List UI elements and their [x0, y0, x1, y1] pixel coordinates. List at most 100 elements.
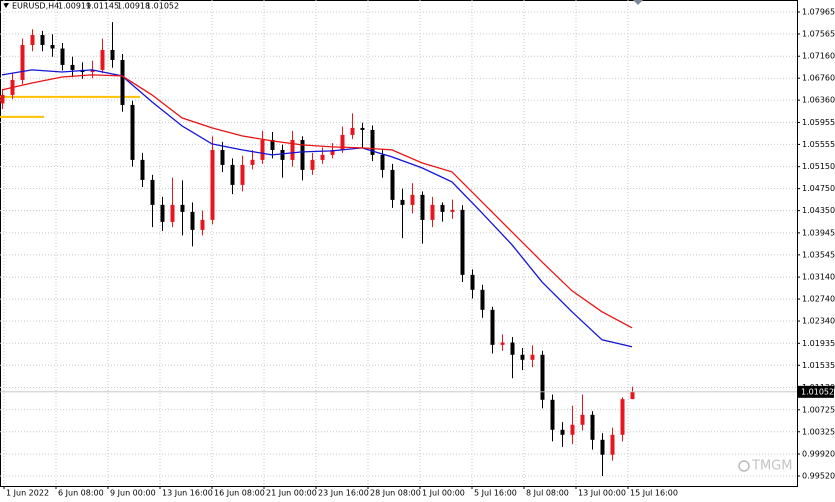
candle-body — [440, 204, 445, 212]
candle-body — [220, 149, 225, 165]
candle-body — [70, 64, 75, 70]
candle-body — [560, 429, 565, 435]
moving-average — [1, 69, 633, 348]
watermark-text: TMGM — [751, 459, 792, 474]
candle-body — [630, 391, 635, 400]
y-tick-label: 1.07160 — [802, 52, 835, 61]
x-tick-label: 23 Jun 16:00 — [318, 489, 369, 498]
candle-body — [190, 211, 195, 230]
candle-body — [320, 154, 325, 160]
candle-body — [600, 439, 605, 455]
candle-body — [590, 414, 595, 440]
candle-body — [250, 159, 255, 165]
candle-body — [170, 204, 175, 222]
candle-body — [580, 414, 585, 425]
x-tick-label: 1 Jun 2022 — [6, 489, 49, 498]
candle-body — [260, 139, 265, 160]
candle-body — [180, 204, 185, 212]
header-open: 1.00919 — [58, 2, 91, 11]
candle-body — [360, 127, 365, 130]
y-tick-label: 0.99920 — [802, 450, 835, 459]
candle-body — [120, 59, 125, 105]
chart-title: EURUSD,H4 — [12, 2, 59, 11]
candle-body — [20, 45, 25, 80]
y-tick-label: 1.04350 — [802, 206, 835, 215]
candle-body — [490, 309, 495, 345]
y-tick-label: 1.03140 — [802, 273, 835, 282]
candle-body — [530, 354, 535, 360]
y-tick-label: 1.06760 — [802, 74, 835, 83]
candle-body — [570, 424, 575, 435]
x-tick-label: 6 Jun 08:00 — [58, 489, 104, 498]
x-tick-label: 21 Jun 00:00 — [266, 489, 317, 498]
y-tick-label: 1.04750 — [802, 184, 835, 193]
candle-body — [240, 164, 245, 185]
price-box — [798, 385, 834, 398]
candle-body — [130, 104, 135, 160]
y-tick-label: 1.02340 — [802, 317, 835, 326]
watermark: TMGM — [738, 459, 792, 474]
candle-body — [50, 45, 55, 49]
y-tick-label: 1.05555 — [802, 140, 835, 149]
candle-body — [480, 289, 485, 310]
y-tick-label: 1.01935 — [802, 339, 835, 348]
candle-body — [340, 134, 345, 150]
candle-body — [200, 219, 205, 230]
symbol-icon — [3, 3, 9, 8]
candle-body — [380, 154, 385, 170]
candle-body — [0, 94, 5, 104]
candle-body — [390, 169, 395, 200]
candle-body — [140, 159, 145, 180]
candle-body — [610, 434, 615, 455]
x-tick-label: 8 Jul 08:00 — [526, 489, 569, 498]
y-tick-label: 1.07965 — [802, 7, 835, 16]
candle-body — [110, 50, 115, 60]
moving-average — [1, 74, 633, 329]
candle-body — [210, 149, 215, 220]
candle-body — [410, 194, 415, 205]
candle-body — [290, 139, 295, 160]
x-tick-label: 16 Jun 08:00 — [214, 489, 265, 498]
y-tick-label: 1.01535 — [802, 361, 835, 370]
x-tick-label: 28 Jun 08:00 — [370, 489, 421, 498]
x-tick-label: 5 Jul 16:00 — [474, 489, 517, 498]
candle-body — [350, 127, 355, 135]
watermark-icon — [738, 460, 750, 472]
candle-body — [460, 209, 465, 275]
header-high: 1.01145 — [86, 2, 119, 11]
y-tick-label: 1.00325 — [802, 427, 835, 436]
candle-body — [430, 204, 435, 220]
y-tick-label: 1.02740 — [802, 295, 835, 304]
candle-body — [470, 274, 475, 290]
plot-frame — [0, 0, 798, 487]
candle-body — [500, 342, 505, 345]
header-close: 1.01052 — [146, 2, 179, 11]
y-tick-label: 1.06360 — [802, 96, 835, 105]
candle-body — [270, 139, 275, 150]
candle-body — [60, 48, 65, 65]
x-tick-label: 1 Jul 00:00 — [422, 489, 465, 498]
candle-body — [520, 354, 525, 360]
candle-body — [400, 199, 405, 205]
candle-body — [550, 399, 555, 430]
shift-marker — [633, 0, 643, 5]
candle-body — [40, 35, 45, 46]
y-tick-label: 1.03945 — [802, 228, 835, 237]
candle-body — [280, 149, 285, 160]
candle-body — [620, 399, 625, 435]
candle-body — [160, 204, 165, 222]
y-tick-label: 0.99520 — [802, 471, 835, 480]
candle-body — [510, 342, 515, 355]
y-tick-label: 1.05150 — [802, 162, 835, 171]
y-tick-label: 1.03545 — [802, 250, 835, 259]
x-tick-label: 15 Jul 16:00 — [630, 489, 678, 498]
candle-body — [30, 35, 35, 46]
candle-body — [300, 139, 305, 170]
candle-body — [310, 159, 315, 170]
candle-body — [100, 50, 105, 70]
candle-body — [230, 164, 235, 185]
y-tick-label: 1.07565 — [802, 29, 835, 38]
x-tick-label: 9 Jun 00:00 — [110, 489, 156, 498]
header-low: 1.00918 — [117, 2, 150, 11]
